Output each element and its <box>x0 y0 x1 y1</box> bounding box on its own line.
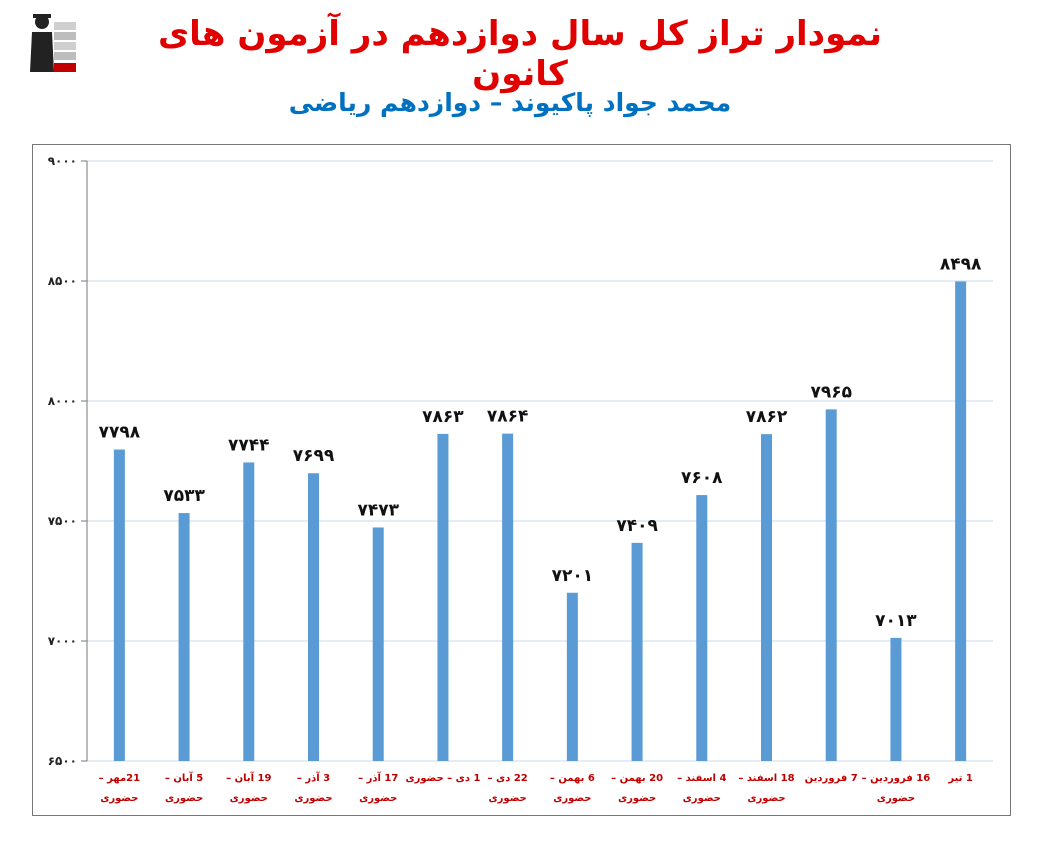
bar <box>566 592 578 761</box>
chart-title: نمودار تراز کل سال دوازدهم در آزمون های … <box>157 14 882 94</box>
category-label: 20 بهمن – <box>611 773 663 784</box>
data-label: ۷۴۷۳ <box>357 500 399 520</box>
data-label: ۸۴۹۸ <box>940 254 982 274</box>
category-label: حضوری <box>683 793 721 804</box>
category-label: حضوری <box>877 793 915 804</box>
y-tick-label: ۷۰۰۰ <box>48 634 77 648</box>
data-label: ۷۴۰۹ <box>616 516 658 536</box>
category-label: حضوری <box>100 793 138 804</box>
bar <box>113 449 125 761</box>
category-label: حضوری <box>747 793 785 804</box>
y-tick-label: ۶۵۰۰ <box>48 754 77 768</box>
bar <box>308 473 319 761</box>
grid-lines <box>87 160 993 762</box>
category-label: 17 آذر – <box>358 771 398 784</box>
bar-chart: ۶۵۰۰ ۷۰۰۰ ۷۵۰۰ ۸۰۰۰ ۸۵۰۰ ۹۰۰۰ ۷۷۹۸ ۷۵۳۳ ۷۷۴۴ ۷۶۹… <box>48 154 993 804</box>
bar <box>243 462 255 761</box>
data-label: ۷۹۶۵ <box>810 382 852 402</box>
category-labels: 21مهر – حضوری 5 آبان – حضوری 19 آبان – حضوری 3… <box>99 771 973 804</box>
data-label: ۷۷۹۸ <box>99 422 141 442</box>
category-label: 22 دی – <box>488 773 528 784</box>
chart-subtitle: محمد جواد پاکیوند – دوازدهم ریاضی <box>288 88 732 117</box>
category-label: 3 آذر – <box>297 771 330 784</box>
category-label: 4 اسفند – <box>677 773 726 784</box>
bar <box>372 527 384 761</box>
category-label: حضوری <box>553 793 591 804</box>
bar <box>825 409 837 761</box>
category-label: 18 اسفند – <box>738 773 794 784</box>
category-label: 1 دی – حضوری <box>405 773 480 784</box>
bar <box>502 433 514 761</box>
kanoon-logo-icon <box>28 10 78 74</box>
data-label: ۷۸۶۲ <box>746 407 788 427</box>
data-label: ۷۸۶۳ <box>422 407 464 427</box>
category-label: حضوری <box>165 793 203 804</box>
data-labels: ۷۷۹۸ ۷۵۳۳ ۷۷۴۴ ۷۶۹۹ ۷۴۷۳ ۷۸۶۳ ۷۸۶۴ ۷۲۰۱ ۷۴۰۹ ۷۶۰۸… <box>99 254 982 630</box>
y-tick-label: ۸۵۰۰ <box>48 274 77 288</box>
category-label: حضوری <box>230 793 268 804</box>
bar <box>437 433 449 761</box>
category-label: حضوری <box>359 793 397 804</box>
bar <box>761 434 772 761</box>
data-label: ۷۷۴۴ <box>228 435 270 455</box>
y-tick-label: ۹۰۰۰ <box>48 154 77 168</box>
data-label: ۷۶۰۸ <box>681 468 723 488</box>
bar <box>631 542 643 761</box>
category-label: 19 آبان – <box>226 771 271 784</box>
data-label: ۷۵۳۳ <box>163 486 205 506</box>
y-axis: ۶۵۰۰ ۷۰۰۰ ۷۵۰۰ ۸۰۰۰ ۸۵۰۰ ۹۰۰۰ <box>48 154 88 768</box>
data-label: ۷۰۱۳ <box>875 611 917 631</box>
bar <box>696 495 708 761</box>
category-label: حضوری <box>618 793 656 804</box>
bar <box>890 637 902 761</box>
category-label: 1 تیر <box>947 773 973 784</box>
category-label: 16 فروردین – <box>862 773 931 784</box>
category-label: 5 آبان – <box>165 771 203 784</box>
bar <box>178 513 190 761</box>
category-label: 21مهر – <box>99 773 140 784</box>
y-tick-label: ۸۰۰۰ <box>48 394 77 408</box>
data-label: ۷۲۰۱ <box>552 566 594 586</box>
category-label: 7 فروردین <box>805 773 858 784</box>
data-label: ۷۸۶۴ <box>487 407 529 427</box>
bars <box>113 281 967 761</box>
y-tick-label: ۷۵۰۰ <box>48 514 77 528</box>
chart-frame: ۶۵۰۰ ۷۰۰۰ ۷۵۰۰ ۸۰۰۰ ۸۵۰۰ ۹۰۰۰ ۷۷۹۸ ۷۵۳۳ ۷۷۴۴ ۷۶۹… <box>32 144 1011 816</box>
category-label: حضوری <box>294 793 332 804</box>
category-label: 6 بهمن – <box>550 773 595 784</box>
bar <box>955 281 967 761</box>
data-label: ۷۶۹۹ <box>293 446 335 466</box>
category-label: حضوری <box>489 793 527 804</box>
